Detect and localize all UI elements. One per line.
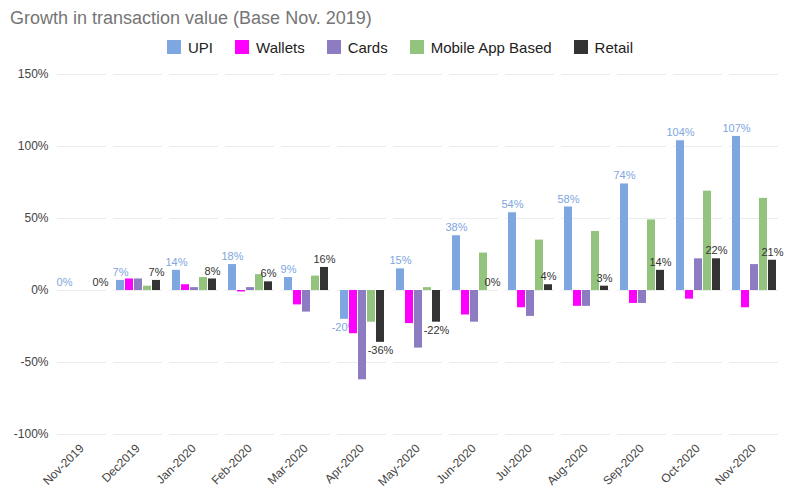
svg-text:-100%: -100% (14, 427, 49, 441)
svg-text:9%: 9% (281, 263, 297, 275)
html-text:Retail: Retail (594, 38, 633, 56)
svg-text:21%: 21% (761, 246, 783, 258)
svg-text:0%: 0% (485, 276, 501, 288)
svg-text:-50%: -50% (20, 355, 48, 369)
svg-text:150%: 150% (18, 67, 49, 81)
svg-text:Sep-2020: Sep-2020 (600, 441, 647, 488)
svg-text:Feb-2020: Feb-2020 (209, 441, 255, 487)
svg-text:14%: 14% (649, 256, 671, 268)
html-text:UPI: UPI (188, 38, 213, 56)
svg-text:4%: 4% (541, 270, 557, 282)
svg-text:-22%: -22% (424, 324, 450, 336)
svg-text:104%: 104% (666, 126, 694, 138)
svg-text:15%: 15% (389, 254, 411, 266)
svg-text:100%: 100% (18, 139, 49, 153)
svg-text:58%: 58% (557, 193, 579, 205)
html-text:Growth in transaction value (B: Growth in transaction value (Base Nov. 2… (10, 8, 372, 28)
svg-text:54%: 54% (501, 198, 523, 210)
svg-text:Aug-2020: Aug-2020 (544, 441, 591, 488)
svg-text:6%: 6% (261, 267, 277, 279)
svg-text:Oct-2020: Oct-2020 (658, 441, 703, 486)
svg-text:7%: 7% (149, 266, 165, 278)
svg-text:0%: 0% (31, 283, 49, 297)
html-text:Cards: Cards (347, 38, 388, 56)
svg-text:-20%: -20% (331, 320, 358, 333)
svg-text:Apr-2020: Apr-2020 (322, 441, 367, 486)
svg-text:Jul-2020: Jul-2020 (492, 441, 535, 484)
svg-text:Dec2019: Dec2019 (99, 441, 143, 485)
svg-text:18%: 18% (221, 250, 243, 262)
svg-text:107%: 107% (722, 122, 750, 134)
svg-text:-36%: -36% (368, 344, 394, 356)
html-text:Wallets: Wallets (256, 38, 305, 56)
svg-text:22%: 22% (705, 244, 727, 256)
svg-text:0%: 0% (93, 276, 109, 288)
svg-text:Jun-2020: Jun-2020 (434, 441, 480, 487)
svg-text:3%: 3% (597, 272, 613, 284)
svg-text:Mar-2020: Mar-2020 (265, 441, 311, 487)
svg-text:38%: 38% (445, 221, 467, 233)
svg-text:16%: 16% (313, 253, 335, 265)
html-text:Mobile App Based: Mobile App Based (430, 38, 552, 56)
svg-text:7%: 7% (113, 266, 129, 278)
svg-text:14%: 14% (165, 256, 187, 268)
svg-text:8%: 8% (205, 265, 221, 277)
svg-text:May-2020: May-2020 (375, 441, 423, 489)
svg-text:50%: 50% (24, 211, 48, 225)
svg-text:0%: 0% (57, 276, 73, 288)
svg-text:74%: 74% (613, 169, 635, 181)
svg-text:Nov-2019: Nov-2019 (40, 441, 87, 488)
svg-text:Nov-2020: Nov-2020 (712, 441, 759, 488)
svg-text:Jan-2020: Jan-2020 (154, 441, 200, 487)
